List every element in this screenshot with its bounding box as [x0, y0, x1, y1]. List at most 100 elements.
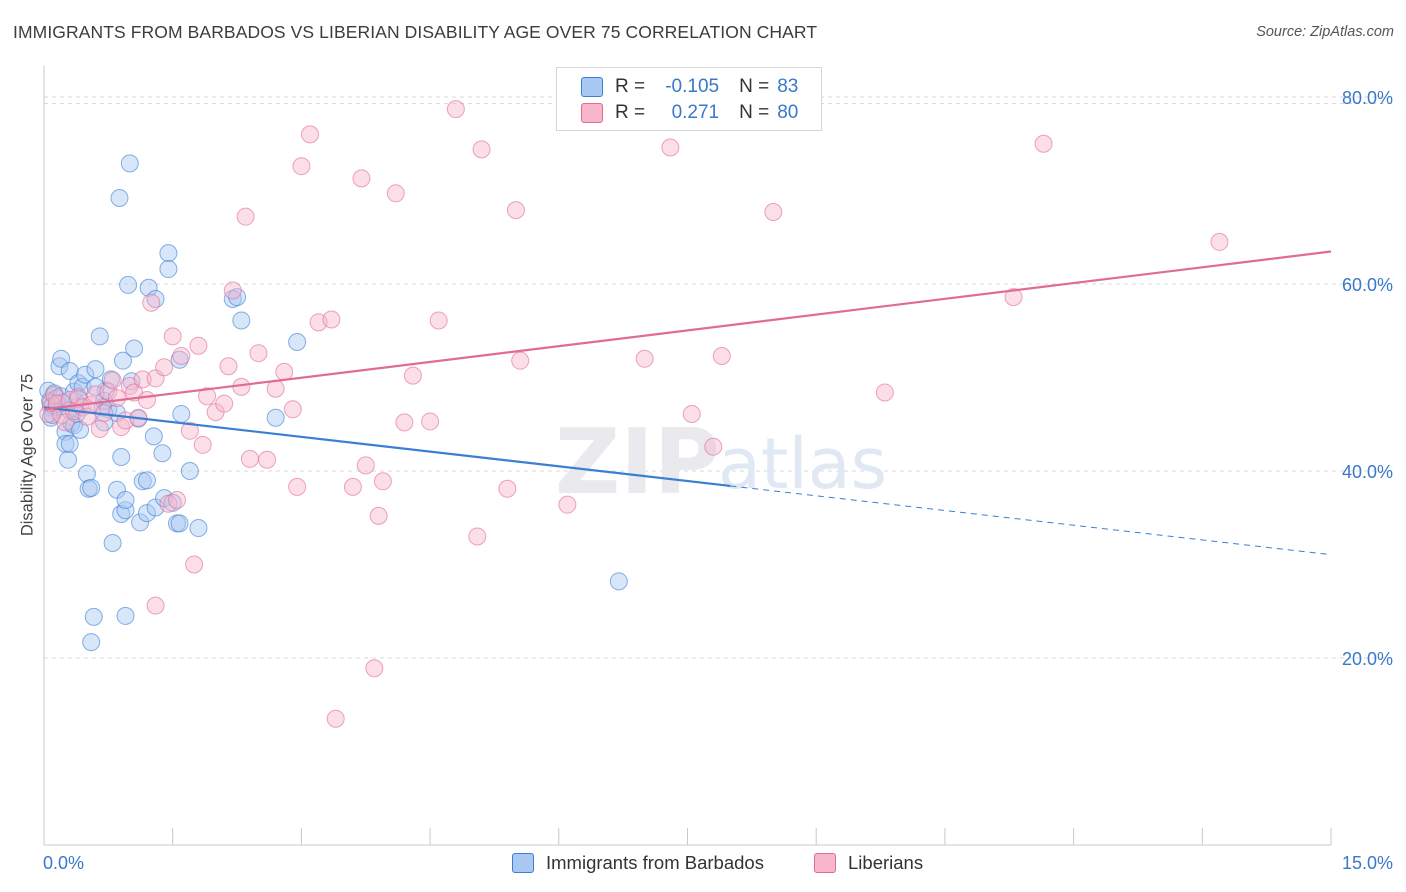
point-barbados	[609, 572, 628, 591]
point-barbados	[86, 360, 105, 379]
legend-r-label: R =	[615, 102, 646, 123]
grid-lines	[44, 96, 1393, 659]
source-label: Source: ZipAtlas.com	[1256, 24, 1394, 40]
point-liberians	[219, 357, 238, 376]
legend-n-value-liberians: 80	[777, 102, 799, 123]
axes	[43, 66, 1332, 846]
legend-swatch-barbados	[581, 77, 603, 97]
point-liberians	[107, 389, 126, 408]
point-barbados	[232, 311, 251, 330]
legend-n-label: N =	[739, 76, 770, 97]
legend-swatch-barbados	[512, 853, 534, 873]
point-barbados	[50, 357, 69, 376]
point-barbados	[159, 244, 178, 263]
legend-item-liberians: Liberians	[814, 852, 923, 874]
legend-r-value-barbados: -0.105	[665, 76, 720, 97]
point-liberians	[558, 495, 577, 514]
point-barbados	[56, 434, 75, 453]
point-barbados	[170, 514, 189, 533]
point-barbados	[90, 327, 109, 346]
point-liberians	[712, 346, 731, 365]
point-liberians	[223, 281, 242, 300]
trend-line-barbados-extension	[730, 485, 1332, 556]
watermark-atlas: atlas	[718, 423, 887, 505]
y-tick-label: 40.0%	[1342, 462, 1393, 482]
point-barbados	[112, 447, 131, 466]
point-barbados	[266, 408, 285, 427]
point-liberians	[343, 477, 362, 496]
point-liberians	[322, 310, 341, 329]
point-liberians	[288, 477, 307, 496]
point-barbados	[119, 275, 138, 294]
point-barbados	[288, 332, 307, 351]
point-liberians	[185, 555, 204, 574]
point-liberians	[472, 140, 491, 159]
series-legend: Immigrants from Barbados Liberians	[0, 850, 1406, 878]
tick-labels: 20.0% 40.0% 60.0% 80.0% 0.0% 15.0%	[43, 88, 1393, 873]
point-liberians	[468, 527, 487, 546]
point-liberians	[506, 201, 525, 220]
point-liberians	[249, 344, 268, 363]
point-liberians	[635, 349, 654, 368]
legend-n-value-barbados: 83	[777, 76, 799, 97]
point-barbados	[180, 462, 199, 480]
point-liberians	[215, 394, 234, 413]
legend-n-label: N =	[739, 102, 770, 123]
point-barbados	[159, 260, 178, 279]
point-barbados	[137, 504, 156, 523]
trend-line-liberians	[43, 250, 1332, 411]
x-tick-label: 0.0%	[43, 853, 84, 873]
point-liberians	[275, 362, 294, 381]
point-barbados	[110, 188, 129, 207]
point-barbados	[59, 450, 78, 469]
y-tick-label: 80.0%	[1342, 88, 1393, 108]
point-liberians	[159, 494, 178, 513]
watermark-zip: ZIP	[555, 410, 720, 515]
point-liberians	[1034, 134, 1053, 153]
point-liberians	[146, 596, 165, 615]
point-barbados	[144, 427, 163, 446]
point-liberians	[142, 293, 161, 312]
legend-label-barbados: Immigrants from Barbados	[546, 852, 764, 873]
point-liberians	[236, 207, 255, 226]
point-liberians	[421, 412, 440, 431]
point-liberians	[133, 370, 152, 389]
y-axis-title: Disability Age Over 75	[18, 373, 37, 537]
point-barbados	[113, 351, 132, 370]
point-barbados	[116, 606, 135, 625]
point-liberians	[292, 157, 311, 176]
point-liberians	[704, 437, 723, 456]
point-barbados	[125, 339, 144, 358]
watermark: ZIP atlas	[555, 410, 887, 515]
correlation-legend: R = -0.105 N = 83 R = 0.271 N = 80	[556, 67, 822, 131]
point-barbados	[116, 490, 135, 509]
point-liberians	[266, 379, 285, 398]
legend-r-label: R =	[615, 76, 646, 97]
point-barbados	[52, 349, 71, 368]
point-liberians	[137, 390, 156, 409]
legend-r-value-liberians: 0.271	[671, 102, 720, 123]
point-liberians	[300, 125, 319, 144]
point-liberians	[369, 506, 388, 525]
point-liberians	[258, 450, 277, 469]
legend-item-barbados: Immigrants from Barbados	[512, 852, 764, 874]
x-tick-label: 15.0%	[1342, 853, 1393, 873]
point-liberians	[198, 387, 217, 406]
point-liberians	[498, 479, 517, 498]
point-barbados	[103, 533, 122, 552]
point-barbados	[60, 361, 79, 380]
point-barbados	[82, 633, 101, 652]
point-liberians	[764, 203, 783, 222]
point-liberians	[429, 311, 448, 330]
point-barbados	[172, 404, 191, 423]
point-barbados	[153, 444, 172, 463]
point-liberians	[386, 184, 405, 203]
legend-swatch-liberians	[581, 103, 603, 123]
legend-swatch-liberians	[814, 853, 836, 873]
point-liberians	[373, 472, 392, 491]
point-barbados	[77, 464, 96, 483]
point-liberians	[90, 419, 109, 438]
point-barbados	[131, 513, 150, 532]
point-barbados	[76, 365, 95, 384]
